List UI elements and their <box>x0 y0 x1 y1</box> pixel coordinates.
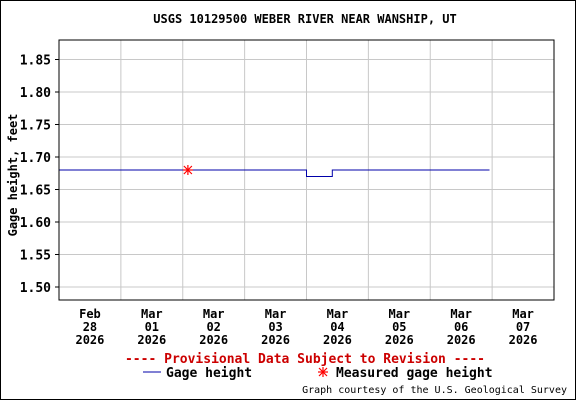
y-tick-label: 1.85 <box>20 54 51 69</box>
x-tick-month: Feb <box>79 307 101 321</box>
x-tick-day: 06 <box>454 320 468 334</box>
marker-stroke <box>183 165 193 175</box>
x-tick-year: 2026 <box>199 333 228 347</box>
legend-gage-height-label: Gage height <box>166 366 252 381</box>
measured-gage-height-point <box>182 165 193 175</box>
x-tick-year: 2026 <box>323 333 352 347</box>
x-tick-month: Mar <box>450 307 472 321</box>
legend: Gage height Measured gage height <box>143 366 493 381</box>
y-tick-label: 1.70 <box>20 151 51 166</box>
x-tick-year: 2026 <box>75 333 104 347</box>
gage-height-line <box>59 169 490 177</box>
x-tick-month: Mar <box>512 307 534 321</box>
y-axis-label: Gage height, feet <box>6 114 20 237</box>
x-tick-month: Mar <box>141 307 163 321</box>
x-tick-month: Mar <box>265 307 287 321</box>
chart-title: USGS 10129500 WEBER RIVER NEAR WANSHIP, … <box>153 12 456 26</box>
x-tick-day: 07 <box>516 320 530 334</box>
x-tick-month: Mar <box>388 307 410 321</box>
x-tick-year: 2026 <box>261 333 290 347</box>
x-tick-labels: Feb282026Mar012026Mar022026Mar032026Mar0… <box>75 307 537 347</box>
y-tick-label: 1.55 <box>20 249 51 264</box>
x-tick-day: 02 <box>206 320 220 334</box>
x-tick-day: 28 <box>83 320 97 334</box>
y-tick-label: 1.65 <box>20 184 51 199</box>
provisional-note: ---- Provisional Data Subject to Revisio… <box>125 352 485 367</box>
credit-text: Graph courtesy of the U.S. Geological Su… <box>302 385 567 396</box>
x-tick-day: 03 <box>268 320 282 334</box>
series-layer <box>59 165 490 177</box>
x-tick-month: Mar <box>327 307 349 321</box>
legend-measured-marker <box>318 367 328 377</box>
y-tick-labels: 1.85 1.80 1.75 1.70 1.65 1.60 1.55 1.50 <box>20 54 59 296</box>
x-tick-year: 2026 <box>447 333 476 347</box>
x-tick-year: 2026 <box>385 333 414 347</box>
x-tick-year: 2026 <box>137 333 166 347</box>
y-tick-label: 1.80 <box>20 86 51 101</box>
x-tick-year: 2026 <box>509 333 538 347</box>
y-tick-label: 1.60 <box>20 216 51 231</box>
y-tick-label: 1.75 <box>20 119 51 134</box>
plot-border <box>58 39 555 301</box>
x-tick-day: 01 <box>145 320 159 334</box>
y-tick-label: 1.50 <box>20 281 51 296</box>
x-tick-month: Mar <box>203 307 225 321</box>
x-tick-day: 05 <box>392 320 406 334</box>
x-tick-day: 04 <box>330 320 344 334</box>
legend-measured-label: Measured gage height <box>336 366 493 381</box>
